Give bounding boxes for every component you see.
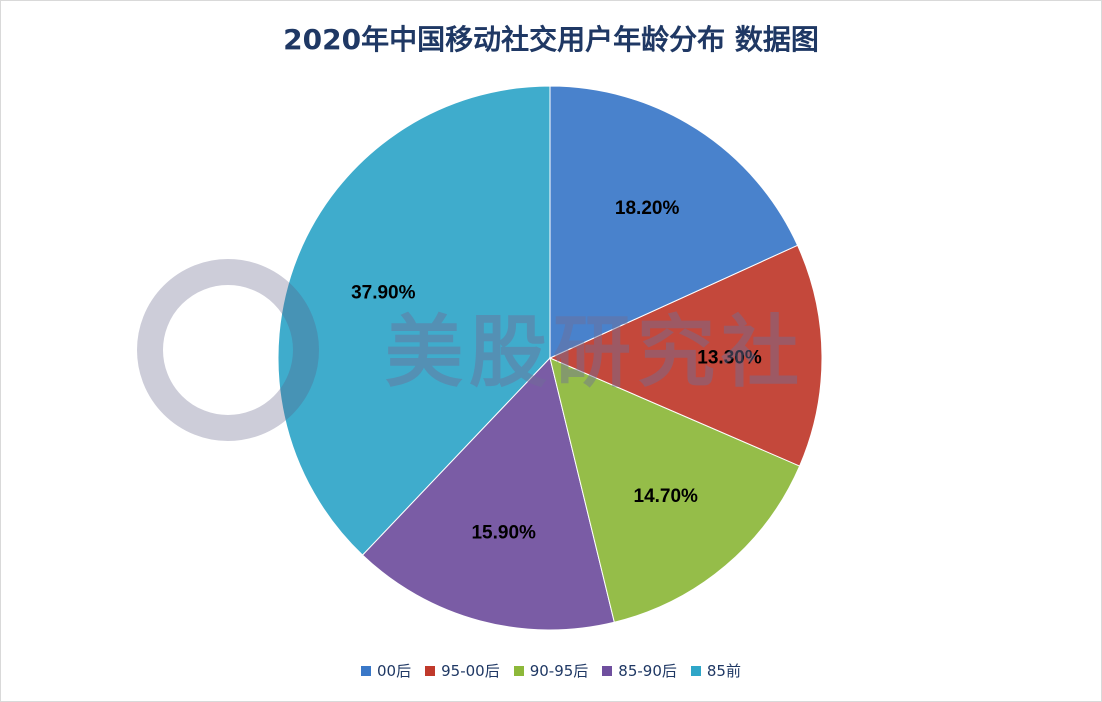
pie-slice-3 [361,356,615,631]
legend-label: 00后 [377,662,412,680]
legend-item: 00后 [361,660,411,681]
chart-title: 2020年中国移动社交用户年龄分布 数据图 [283,23,819,56]
data-label: 13.30% [697,347,762,368]
watermark-logo-icon [137,259,319,441]
data-label: 18.20% [615,198,680,219]
legend: 00后 95-00后 90-95后 85-90后 85前 [0,660,1102,681]
legend-item: 85-90后 [602,660,677,681]
pie-slice-2 [549,357,801,623]
legend-label: 85前 [706,662,741,680]
legend-label: 95-00后 [441,662,500,680]
data-label: 37.90% [351,282,416,303]
pie-slice-1 [548,244,823,467]
data-label: 14.70% [634,486,699,507]
legend-item: 95-00后 [425,660,500,681]
pie-slice-0 [549,85,799,359]
legend-item: 85前 [690,660,741,681]
legend-swatch [690,665,701,676]
pie-slice-4 [277,85,551,556]
data-label: 15.90% [471,522,536,543]
legend-label: 90-95后 [529,662,589,680]
legend-swatch [602,665,613,676]
legend-item: 90-95后 [513,660,589,681]
legend-swatch [425,665,436,676]
legend-label: 85-90后 [618,662,677,680]
legend-swatch [361,665,372,676]
legend-swatch [513,665,524,676]
